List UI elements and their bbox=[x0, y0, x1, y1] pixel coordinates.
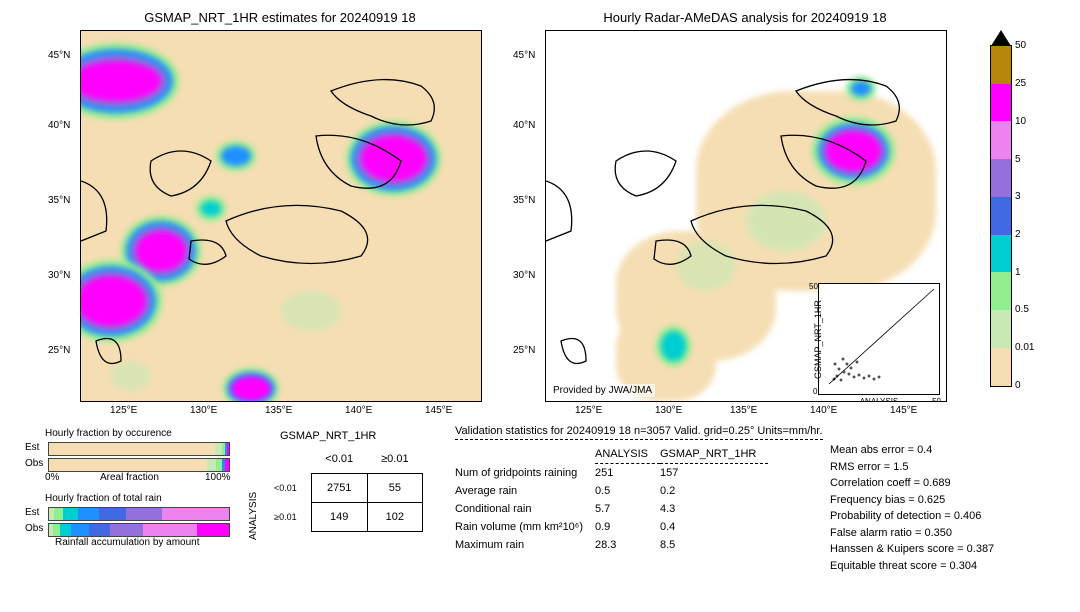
contingency-row-header: ANALYSIS bbox=[248, 492, 259, 540]
ytick: 30°N bbox=[513, 270, 535, 281]
pct0: 0% bbox=[45, 472, 59, 483]
ytick: 25°N bbox=[48, 345, 70, 356]
accum-label: Rainfall accumulation by amount bbox=[55, 537, 200, 548]
ct-row-lt: <0.01 bbox=[260, 474, 311, 503]
xtick: 145°E bbox=[890, 405, 917, 416]
ct-br: 102 bbox=[367, 503, 422, 532]
est-label: Est bbox=[25, 442, 39, 453]
ytick: 40°N bbox=[48, 120, 70, 131]
validation-header: Validation statistics for 20240919 18 n=… bbox=[455, 425, 823, 437]
ytick: 30°N bbox=[48, 270, 70, 281]
contingency-col-header: GSMAP_NRT_1HR bbox=[280, 430, 376, 442]
ytick: 35°N bbox=[513, 195, 535, 206]
validation-metrics: Mean abs error = 0.4 RMS error = 1.5 Cor… bbox=[830, 442, 994, 574]
ytick: 40°N bbox=[513, 120, 535, 131]
xtick: 140°E bbox=[345, 405, 372, 416]
right-map-title: Hourly Radar-AMeDAS analysis for 2024091… bbox=[545, 10, 945, 25]
xtick: 130°E bbox=[190, 405, 217, 416]
scatter-ylabel: GSMAP_NRT_1HR bbox=[813, 300, 823, 379]
ct-ge: ≥0.01 bbox=[367, 445, 422, 474]
ct-bl: 149 bbox=[311, 503, 367, 532]
coastline-left bbox=[81, 31, 481, 401]
colorbar: 50 25 10 5 3 2 1 0.5 0.01 0 bbox=[990, 45, 1012, 387]
scatter-xlabel: ANALYSIS bbox=[819, 397, 939, 402]
ytick: 25°N bbox=[513, 345, 535, 356]
obs-rain-bar bbox=[48, 523, 230, 537]
colorbar-top-triangle bbox=[991, 30, 1011, 46]
left-map-panel bbox=[80, 30, 482, 402]
cbar-tick: 0.01 bbox=[1015, 342, 1034, 353]
cbar-tick: 0.5 bbox=[1015, 304, 1029, 315]
xtick: 140°E bbox=[810, 405, 837, 416]
ct-row-ge: ≥0.01 bbox=[260, 503, 311, 532]
occ-title: Hourly fraction by occurence bbox=[45, 428, 172, 439]
xtick: 135°E bbox=[730, 405, 757, 416]
xtick: 135°E bbox=[265, 405, 292, 416]
cbar-tick: 5 bbox=[1015, 154, 1021, 165]
cbar-tick: 1 bbox=[1015, 267, 1021, 278]
ct-tl: 2751 bbox=[311, 474, 367, 503]
cbar-tick: 3 bbox=[1015, 191, 1021, 202]
cbar-tick: 2 bbox=[1015, 229, 1021, 240]
ytick: 35°N bbox=[48, 195, 70, 206]
obs-label: Obs bbox=[25, 458, 43, 469]
ct-lt: <0.01 bbox=[311, 445, 367, 474]
obs-label2: Obs bbox=[25, 523, 43, 534]
rain-title: Hourly fraction of total rain bbox=[45, 493, 162, 504]
ytick: 45°N bbox=[48, 50, 70, 61]
xtick: 130°E bbox=[655, 405, 682, 416]
obs-occ-bar bbox=[48, 458, 230, 472]
cbar-tick: 0 bbox=[1015, 380, 1021, 391]
val-col1: ANALYSIS bbox=[595, 445, 660, 464]
xtick: 125°E bbox=[110, 405, 137, 416]
left-map-title: GSMAP_NRT_1HR estimates for 20240919 18 bbox=[80, 10, 480, 25]
right-map-panel: Provided by JWA/JMA ANALYSIS GSMAP_NRT_1… bbox=[545, 30, 947, 402]
val-col2: GSMAP_NRT_1HR bbox=[660, 445, 768, 464]
validation-table: ANALYSIS GSMAP_NRT_1HR Num of gridpoints… bbox=[455, 445, 768, 554]
scatter-inset: ANALYSIS GSMAP_NRT_1HR 50 0 50 bbox=[818, 283, 940, 395]
contingency-table: <0.01 ≥0.01 <0.01 2751 55 ≥0.01 149 102 bbox=[260, 445, 423, 532]
est-rain-bar bbox=[48, 507, 230, 521]
ytick: 45°N bbox=[513, 50, 535, 61]
xtick: 145°E bbox=[425, 405, 452, 416]
pct100: 100% bbox=[205, 472, 231, 483]
est-occ-bar bbox=[48, 442, 230, 456]
xtick: 125°E bbox=[575, 405, 602, 416]
cbar-tick: 10 bbox=[1015, 116, 1026, 127]
areal-label: Areal fraction bbox=[100, 472, 159, 483]
cbar-tick: 25 bbox=[1015, 78, 1026, 89]
ct-tr: 55 bbox=[367, 474, 422, 503]
provided-by-label: Provided by JWA/JMA bbox=[550, 384, 655, 397]
cbar-tick: 50 bbox=[1015, 40, 1026, 51]
est-label2: Est bbox=[25, 507, 39, 518]
